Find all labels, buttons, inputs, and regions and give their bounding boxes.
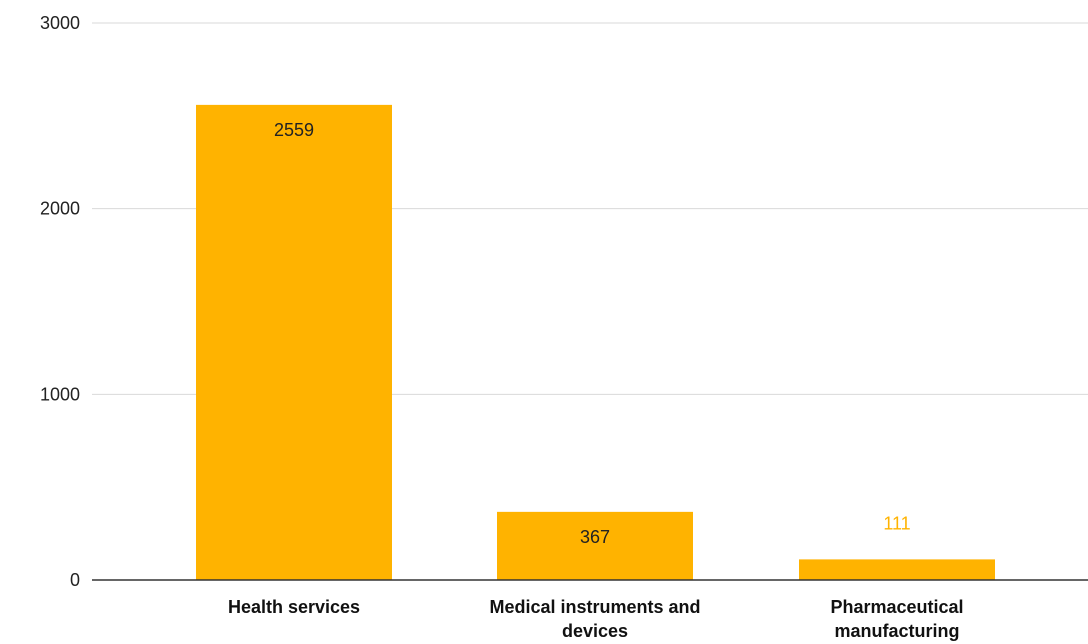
y-axis-tick-labels: 0 1000 2000 3000 <box>40 13 80 590</box>
bar <box>497 511 693 580</box>
data-label: 367 <box>580 527 610 547</box>
x-tick-label-line: devices <box>562 621 628 641</box>
x-tick-label: Health services <box>228 597 360 617</box>
bar <box>196 104 392 580</box>
x-axis-tick-labels: Health services Medical instruments and de… <box>228 597 964 641</box>
bars <box>196 104 995 580</box>
bar <box>799 559 995 580</box>
y-tick-label: 0 <box>70 570 80 590</box>
x-tick-label-line: manufacturing <box>834 621 959 641</box>
y-tick-label: 3000 <box>40 13 80 33</box>
x-tick-label: Pharmaceutical manufacturing <box>830 597 963 641</box>
y-tick-label: 1000 <box>40 384 80 404</box>
data-label: 111 <box>883 513 910 533</box>
data-labels: 2559 367 111 <box>274 120 911 547</box>
y-tick-label: 2000 <box>40 199 80 219</box>
x-tick-label-line: Medical instruments and <box>489 597 700 617</box>
x-tick-label-line: Pharmaceutical <box>830 597 963 617</box>
x-tick-label-line: Health services <box>228 597 360 617</box>
data-label: 2559 <box>274 120 314 140</box>
x-tick-label: Medical instruments and devices <box>489 597 700 641</box>
